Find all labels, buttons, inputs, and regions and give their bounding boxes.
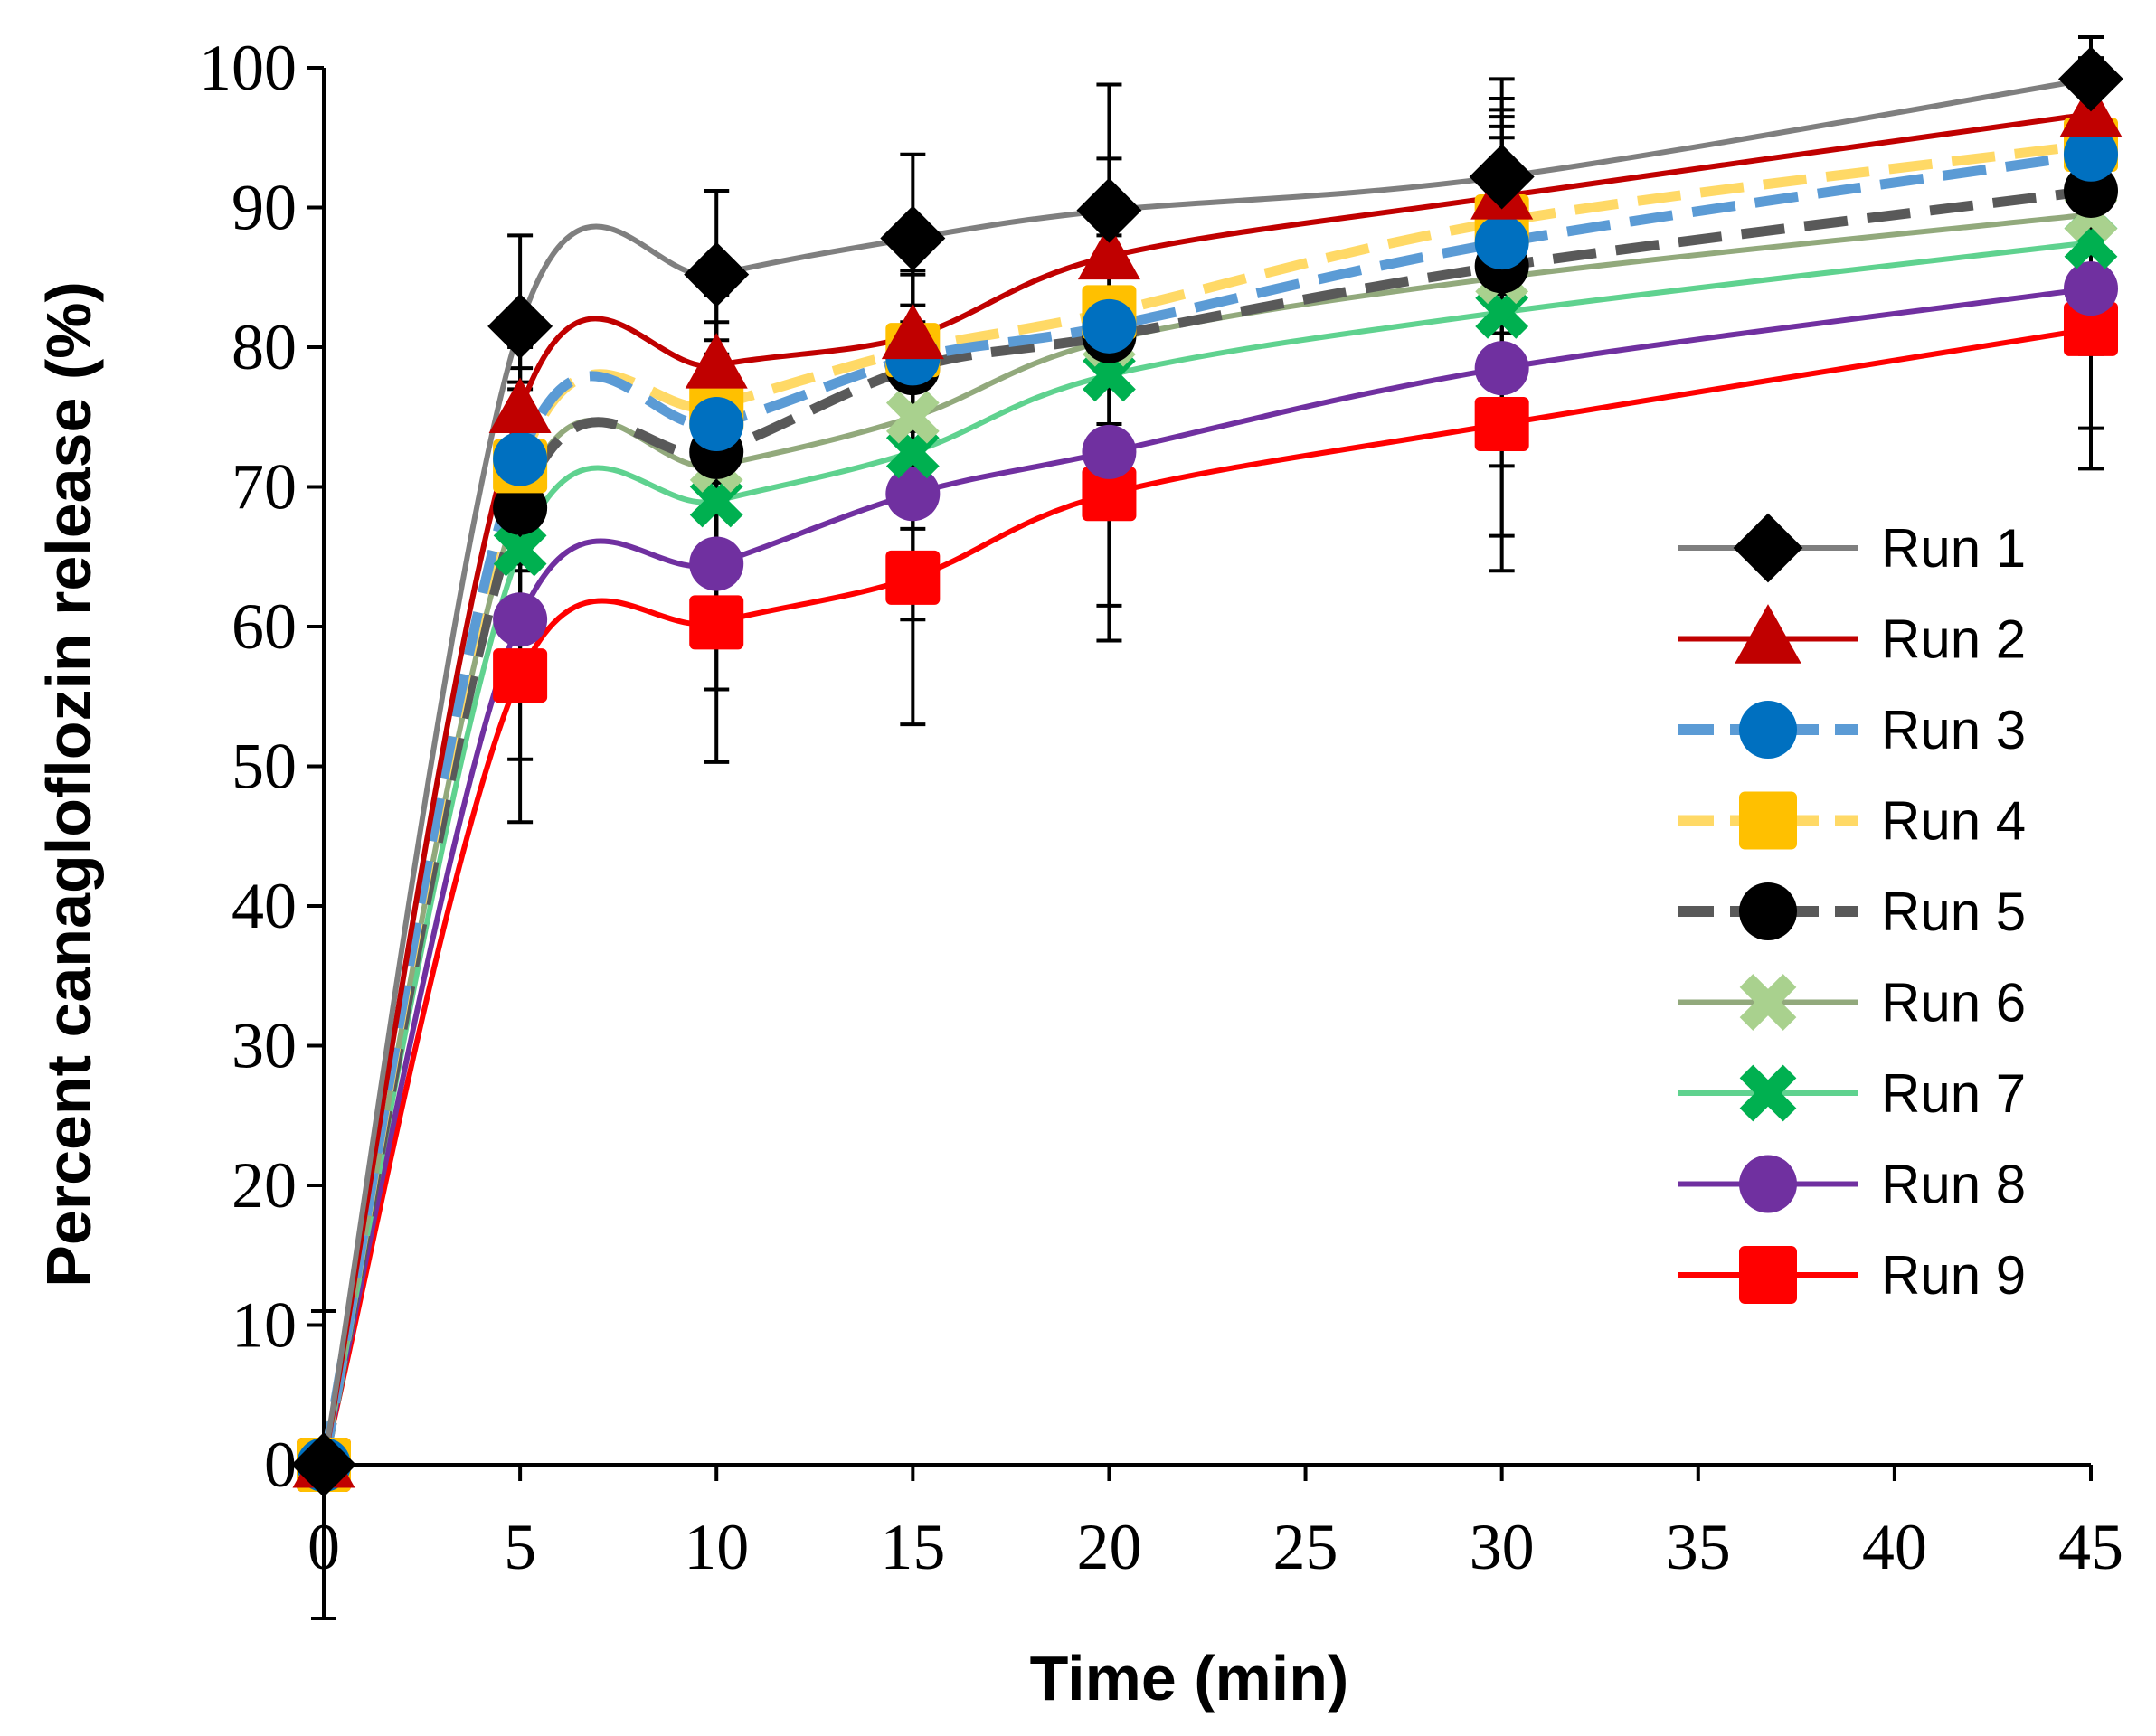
marker-run-1 bbox=[1076, 177, 1142, 243]
legend-label-run-8: Run 8 bbox=[1881, 1155, 2026, 1215]
axis-titles: Time (min) Percent canagloflozin release … bbox=[33, 281, 1348, 1713]
marker-run-8 bbox=[2064, 261, 2118, 316]
marker-run-1 bbox=[2058, 46, 2123, 112]
series-lines bbox=[318, 76, 2092, 1467]
marker-run-3 bbox=[1082, 298, 1137, 354]
marker-run-1 bbox=[291, 1432, 356, 1497]
marker-run-7-stroke bbox=[493, 523, 547, 577]
y-tick-label: 70 bbox=[232, 451, 297, 524]
marker-run-2 bbox=[1077, 223, 1140, 280]
x-tick-label: 15 bbox=[880, 1511, 945, 1583]
legend-marker-run-7 bbox=[1739, 1064, 1797, 1122]
legend-label-run-3: Run 3 bbox=[1881, 700, 2026, 760]
tick-labels: 0 5 10 15 20 25 30 35 40 45 0 10 20 30 40 50 60 70 80 90 100 bbox=[199, 32, 2123, 1583]
marker-run-6 bbox=[885, 390, 940, 444]
x-tick-label: 0 bbox=[307, 1511, 340, 1583]
legend-label-run-7: Run 7 bbox=[1881, 1063, 2026, 1124]
series-line-run-1 bbox=[321, 76, 2092, 1466]
legend-label-run-9: Run 9 bbox=[1881, 1245, 2026, 1306]
marker-run-1 bbox=[1469, 144, 1535, 210]
x-axis-title: Time (min) bbox=[1030, 1643, 1349, 1713]
marker-run-9 bbox=[1082, 467, 1137, 522]
marker-run-8 bbox=[493, 592, 548, 647]
legend-marker-run-6 bbox=[1739, 974, 1797, 1031]
y-tick-label: 100 bbox=[199, 32, 297, 104]
series-line-run-8 bbox=[321, 286, 2092, 1466]
marker-run-9 bbox=[493, 648, 548, 703]
marker-run-2 bbox=[881, 303, 944, 360]
legend-marker-run-2 bbox=[1735, 604, 1801, 664]
marker-run-6-stroke bbox=[885, 390, 940, 444]
marker-run-8 bbox=[1082, 424, 1137, 479]
x-tick-label: 10 bbox=[684, 1511, 749, 1583]
series-line-run-4 bbox=[318, 139, 2092, 1467]
y-axis-title: Percent canagloflozin release (%) bbox=[33, 281, 104, 1288]
x-tick-label: 45 bbox=[2058, 1511, 2123, 1583]
legend-marker-run-1 bbox=[1733, 513, 1803, 583]
marker-run-2 bbox=[685, 333, 748, 389]
marker-run-9 bbox=[2064, 301, 2118, 356]
marker-run-3 bbox=[2064, 127, 2118, 182]
marker-run-3 bbox=[689, 396, 744, 451]
marker-run-1 bbox=[684, 241, 750, 307]
legend-marker-run-8 bbox=[1739, 1155, 1797, 1213]
data-markers bbox=[291, 46, 2123, 1497]
marker-run-8 bbox=[1474, 341, 1529, 396]
x-tick-label: 40 bbox=[1862, 1511, 1927, 1583]
legend-label-run-2: Run 2 bbox=[1881, 609, 2026, 670]
x-tick-label: 20 bbox=[1076, 1511, 1141, 1583]
marker-run-9 bbox=[689, 595, 744, 650]
marker-run-3 bbox=[493, 431, 548, 486]
y-tick-label: 40 bbox=[232, 870, 297, 942]
legend-marker-run-4 bbox=[1739, 791, 1797, 850]
series-line-run-9 bbox=[321, 326, 2092, 1466]
x-tick-label: 25 bbox=[1273, 1511, 1338, 1583]
x-tick-label: 35 bbox=[1666, 1511, 1731, 1583]
legend-marker-run-7-stroke bbox=[1739, 1064, 1797, 1122]
legend-marker-run-3 bbox=[1739, 701, 1797, 759]
marker-run-9 bbox=[1474, 396, 1529, 451]
y-tick-label: 90 bbox=[232, 172, 297, 244]
marker-run-3 bbox=[1474, 215, 1529, 270]
marker-run-8 bbox=[689, 536, 744, 591]
marker-run-2 bbox=[488, 377, 552, 434]
y-tick-label: 30 bbox=[232, 1010, 297, 1082]
y-tick-label: 0 bbox=[264, 1429, 297, 1501]
y-tick-label: 50 bbox=[232, 731, 297, 803]
legend-label-run-1: Run 1 bbox=[1881, 518, 2026, 579]
marker-run-8 bbox=[885, 467, 941, 522]
y-tick-label: 80 bbox=[232, 311, 297, 383]
y-tick-label: 20 bbox=[232, 1149, 297, 1222]
legend-label-run-6: Run 6 bbox=[1881, 973, 2026, 1033]
marker-run-7 bbox=[493, 523, 547, 577]
y-tick-label: 60 bbox=[232, 590, 297, 663]
series-line-run-5 bbox=[318, 185, 2092, 1467]
axes bbox=[307, 66, 2093, 1481]
x-tick-label: 30 bbox=[1470, 1511, 1535, 1583]
x-tick-label: 5 bbox=[504, 1511, 536, 1583]
series-line-run-7 bbox=[321, 240, 2092, 1466]
series-line-run-2 bbox=[321, 111, 2092, 1466]
series-line-run-3 bbox=[318, 149, 2092, 1467]
legend: Run 1 Run 2 Run 3 Run 4 Run 5 Run 6 Run 7 Run 8… bbox=[1678, 513, 2026, 1306]
legend-marker-run-6-stroke bbox=[1739, 974, 1797, 1031]
legend-label-run-5: Run 5 bbox=[1881, 882, 2026, 942]
legend-marker-run-5 bbox=[1739, 882, 1797, 940]
legend-label-run-4: Run 4 bbox=[1881, 791, 2026, 852]
marker-run-1 bbox=[487, 293, 553, 359]
y-tick-label: 10 bbox=[232, 1289, 297, 1362]
marker-run-9 bbox=[885, 550, 941, 605]
marker-run-1 bbox=[880, 205, 946, 271]
legend-marker-run-9 bbox=[1739, 1246, 1797, 1304]
marker-run-5 bbox=[493, 480, 548, 535]
